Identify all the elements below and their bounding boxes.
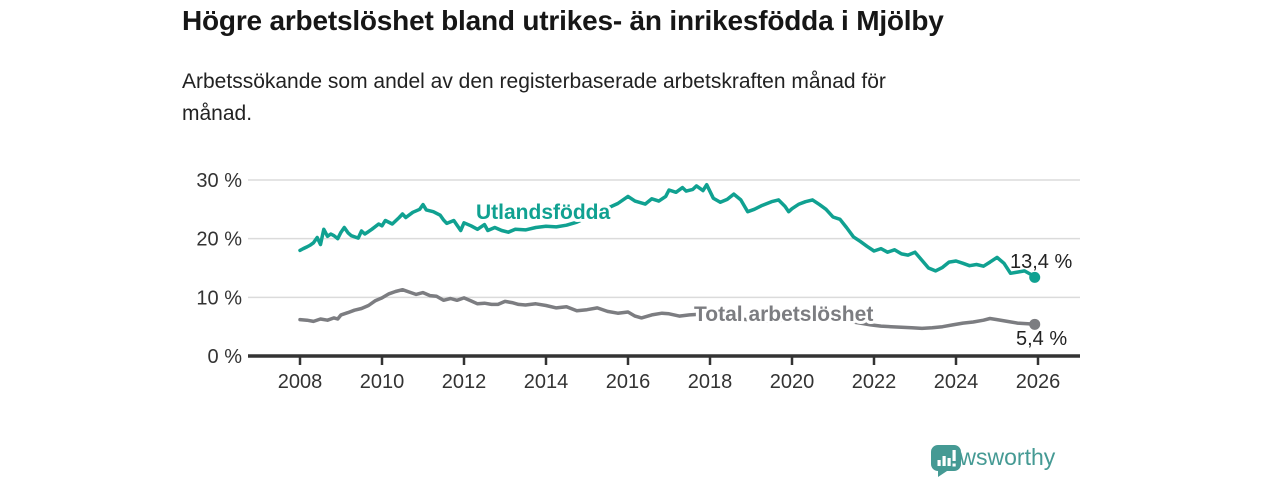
x-tick-label: 2012 (442, 371, 487, 393)
series-lines (298, 182, 1041, 331)
subtitle-line-1: Arbetssökande som andel av den registerb… (182, 70, 886, 93)
newsworthy-logo: Newsworthy (930, 444, 1055, 477)
x-tick-label: 2022 (852, 371, 897, 393)
x-tick-label: 2008 (278, 371, 323, 393)
series-label-total-arbetsloshet: Total arbetslöshet (694, 303, 873, 326)
series-end-dot (1029, 271, 1041, 283)
x-tick-label: 2024 (934, 371, 979, 393)
subtitle-line-2: månad. (182, 101, 253, 125)
series-end-dot (1029, 318, 1041, 330)
x-tick-label: 2016 (606, 371, 651, 393)
y-tick-label: 30 % (196, 170, 242, 192)
x-tick-label: 2018 (688, 371, 733, 393)
bar-chart-bubble-icon (931, 445, 961, 477)
y-axis-labels: 0 % 10 % 20 % 30 % (196, 170, 242, 368)
x-axis: 2008 2010 2012 2014 2016 2018 2020 2022 2024 2026 (248, 354, 1080, 393)
y-tick-label: 10 % (196, 287, 242, 309)
series-line (298, 182, 1037, 280)
series-line (298, 287, 1037, 331)
x-tick-label: 2026 (1016, 371, 1061, 393)
series-label-utlandsfodda: Utlandsfödda (476, 201, 610, 224)
x-tick-label: 2014 (524, 371, 569, 393)
end-value-label-total: 5,4 % (1016, 328, 1067, 350)
x-tick-label: 2010 (360, 371, 405, 393)
y-tick-label: 0 % (208, 346, 243, 368)
gridlines (248, 179, 1080, 299)
page-title: Högre arbetslöshet bland utrikes- än inr… (182, 5, 944, 36)
end-value-label-utlandsfodda: 13,4 % (1010, 251, 1072, 273)
y-tick-label: 20 % (196, 229, 242, 251)
chart-subtitle: Arbetssökande som andel av den registerb… (182, 66, 886, 129)
x-tick-label: 2020 (770, 371, 815, 393)
